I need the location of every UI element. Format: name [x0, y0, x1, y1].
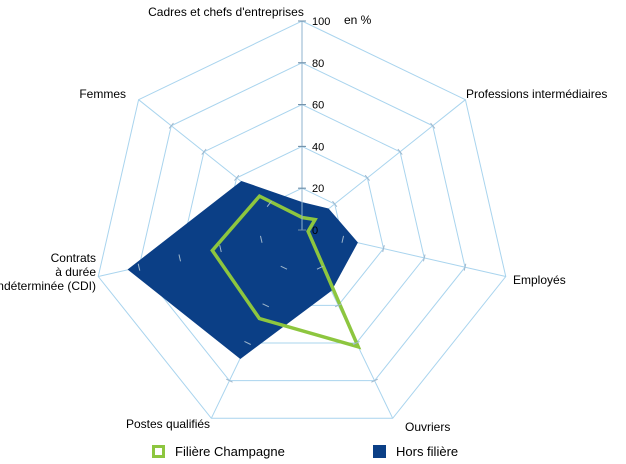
- legend-swatch-filiere-champagne: [152, 444, 165, 458]
- legend-label-filiere-champagne: Filière Champagne: [175, 443, 285, 459]
- spoke-tick-4-40: [262, 303, 270, 308]
- axis-label-2: Employés: [513, 273, 566, 287]
- axis-label-0: Cadres et chefs d'entreprises: [148, 5, 304, 19]
- tick-label-40: 40: [312, 141, 324, 153]
- grid-ring-80: [138, 62, 466, 382]
- tick-label-0: 0: [312, 225, 318, 237]
- axis-label-1: Professions intermédiaires: [466, 87, 607, 101]
- axis-label-6: Femmes: [79, 87, 126, 101]
- grid-ring-60: [179, 104, 425, 344]
- legend-item-filiere-champagne: Filière Champagne: [152, 441, 285, 461]
- radar-series: [127, 180, 362, 359]
- spoke-tick-4-20: [280, 265, 288, 270]
- spoke-tick-2-80: [463, 263, 467, 271]
- spoke-tick-5-20: [259, 235, 263, 243]
- series-line-1: [210, 193, 362, 350]
- spoke-tick-1-40: [364, 174, 370, 181]
- legend-label-hors-filiere: Hors filière: [396, 443, 459, 459]
- spoke-tick-2-40: [382, 245, 385, 253]
- axis-label-5: Contrats à durée indéterminée (CDI): [0, 251, 96, 293]
- spoke-tick-3-20: [316, 265, 324, 270]
- spoke-tick-4-80: [226, 378, 233, 383]
- spoke-tick-3-60: [353, 341, 360, 345]
- series-area-0: [127, 180, 358, 359]
- axis-label-4: Postes qualifiés: [126, 417, 210, 431]
- spoke-tick-6-40: [234, 174, 240, 181]
- unit-label: en %: [344, 13, 372, 27]
- grid-spoke-1: [301, 99, 466, 231]
- legend-swatch-hors-filiere: [373, 444, 386, 458]
- radial-tick-labels: 0 20 40 60 80 100: [137, 16, 467, 383]
- spoke-tick-3-40: [334, 303, 342, 308]
- spoke-tick-1-80: [430, 122, 436, 129]
- spoke-tick-6-80: [168, 122, 174, 129]
- spoke-tick-4-60: [244, 341, 251, 345]
- axis-labels: Cadres et chefs d'entreprises Professions…: [0, 5, 607, 434]
- tick-label-100: 100: [312, 16, 330, 28]
- spoke-tick-5-40: [219, 245, 222, 253]
- spoke-tick-1-20: [332, 200, 338, 207]
- spoke-tick-6-60: [201, 148, 207, 155]
- tick-label-20: 20: [312, 183, 324, 195]
- tick-label-80: 80: [312, 58, 324, 70]
- grid-ring-100: [97, 20, 507, 419]
- spoke-tick-5-80: [137, 263, 141, 271]
- legend-item-hors-filiere: Hors filière: [373, 441, 458, 461]
- tick-label-60: 60: [312, 100, 324, 112]
- spoke-tick-2-20: [341, 235, 345, 243]
- spoke-tick-6-20: [266, 200, 272, 207]
- axis-label-3: Ouvriers: [405, 420, 450, 434]
- spoke-tick-1-60: [397, 148, 403, 155]
- spoke-tick-5-60: [178, 254, 182, 262]
- spoke-tick-2-60: [422, 254, 426, 262]
- spoke-tick-3-80: [371, 378, 378, 383]
